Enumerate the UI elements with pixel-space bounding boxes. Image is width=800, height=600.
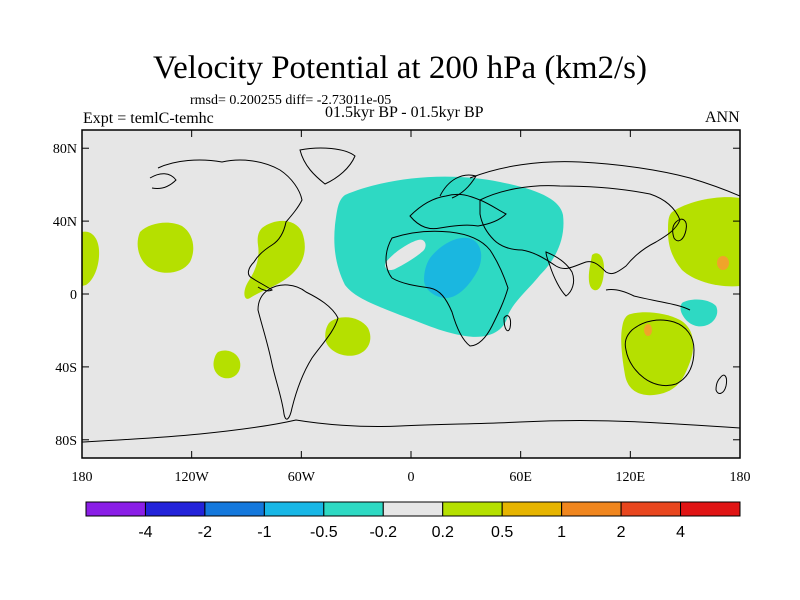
coastline-antarctica	[82, 419, 740, 443]
experiment-label: Expt = temlC-temhc	[83, 110, 214, 127]
colorbar-segment	[204, 501, 265, 517]
lon-tick-label: 0	[408, 470, 415, 485]
colorbar-label: 0.5	[491, 524, 513, 541]
colorbar-label: 0.2	[432, 524, 454, 541]
lat-tick-label: 80N	[53, 142, 77, 157]
period-label: 01.5kyr BP - 01.5kyr BP	[325, 104, 484, 121]
coastline-europe	[409, 193, 507, 230]
lat-tick-label: 80S	[55, 434, 77, 449]
coastline-north-america	[157, 159, 303, 292]
coastline-australia	[624, 319, 695, 387]
coastline-greenland	[299, 147, 356, 185]
positive-region-south-atlantic	[325, 317, 371, 356]
season-label: ANN	[705, 109, 740, 126]
colorbar-label: 4	[676, 524, 685, 541]
colorbar-segment	[442, 501, 503, 517]
negative-core-north-africa	[424, 237, 482, 298]
colorbar-segment	[144, 501, 206, 517]
coastline-alaska	[149, 173, 177, 189]
colorbar-segment	[323, 501, 384, 517]
positive-region-caribbean	[244, 220, 305, 299]
coastline-south-america	[257, 284, 339, 420]
neutral-hole-sahara	[385, 239, 426, 271]
coastline-siberia-north	[469, 161, 740, 197]
coastline-asia	[479, 185, 681, 275]
lon-tick-label: 60W	[288, 470, 316, 485]
colorbar-label: -1	[257, 524, 271, 541]
stats-line: rmsd= 0.200255 diff= -2.73011e-05	[190, 93, 392, 108]
lon-tick-label: 120W	[175, 470, 210, 485]
colorbar-label: -2	[198, 524, 212, 541]
colorbar-segment	[561, 501, 622, 517]
lon-tick-label: 180	[72, 470, 93, 485]
colorbar-label: -0.5	[310, 524, 338, 541]
coastlines	[82, 147, 740, 443]
colorbar-label: -4	[138, 524, 152, 541]
plot-title: Velocity Potential at 200 hPa (km2/s)	[152, 50, 648, 86]
lat-tick-label: 40N	[53, 215, 77, 230]
positive-region-central-pacific	[137, 222, 194, 273]
colorbar-segment	[680, 501, 741, 517]
colorbar: -4 -2 -1 -0.5 -0.2 0.2 0.5 1 2 4	[85, 501, 741, 541]
lon-tick-label: 60E	[509, 470, 532, 485]
coastline-indonesia	[605, 289, 691, 311]
positive-region-southeast-pacific	[213, 350, 241, 379]
coastline-japan	[672, 218, 687, 242]
lat-tick-label: 0	[70, 288, 77, 303]
colorbar-segment	[85, 501, 146, 517]
colorbar-segment	[263, 501, 325, 517]
colorbar-label: 2	[617, 524, 626, 541]
lon-tick-label: 120E	[616, 470, 646, 485]
colorbar-label: 1	[557, 524, 566, 541]
colorbar-label: -0.2	[369, 524, 397, 541]
colorbar-segment	[620, 501, 682, 517]
negative-region-indonesia	[680, 299, 718, 327]
positive-core-northwest-pacific	[717, 256, 729, 270]
colorbar-segment	[501, 501, 563, 517]
colorbar-segment	[382, 501, 444, 517]
positive-core-australia	[644, 324, 652, 336]
positive-region-west-edge	[82, 231, 100, 286]
coastline-africa	[385, 230, 509, 347]
longitude-ticks: 180 120W 60W 0 60E 120E 180	[72, 130, 751, 485]
lon-tick-label: 180	[730, 470, 751, 485]
coastline-madagascar	[503, 315, 511, 332]
latitude-ticks: 80N 40N 0 40S 80S	[53, 142, 740, 449]
coastline-india	[545, 251, 575, 297]
coastline-new-zealand	[715, 374, 727, 394]
lat-tick-label: 40S	[55, 361, 77, 376]
